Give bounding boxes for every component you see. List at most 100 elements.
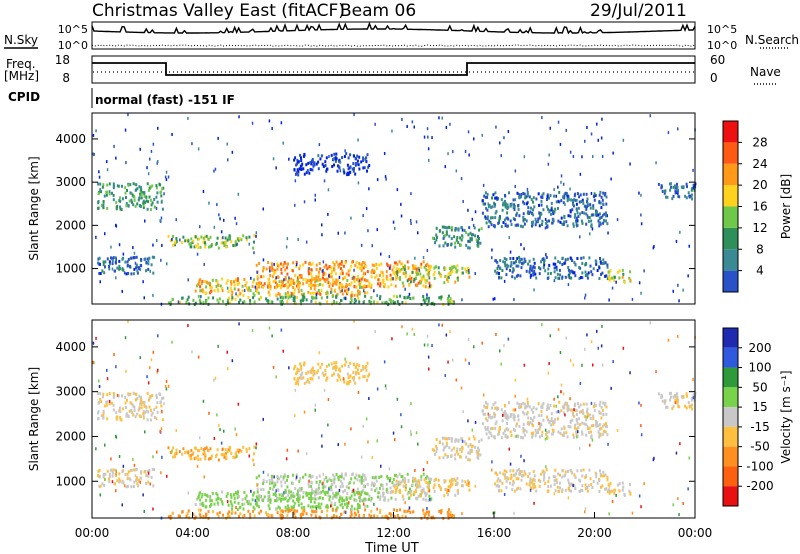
scatter-cell [374, 122, 376, 126]
echo-cell [379, 282, 382, 286]
echo-cell [106, 257, 109, 261]
echo-cell [526, 403, 529, 407]
scatter-cell [200, 508, 202, 512]
echo-cell [335, 295, 338, 298]
echo-cell [445, 444, 448, 448]
echo-cell [505, 258, 508, 261]
echo-cell [386, 262, 389, 266]
echo-cell [484, 195, 487, 199]
echo-cell [280, 497, 283, 501]
echo-cell [586, 410, 588, 414]
echo-cell [454, 457, 457, 461]
echo-cell [534, 485, 537, 489]
echo-cell [114, 269, 116, 273]
echo-cell [309, 377, 312, 380]
scatter-cell [271, 334, 273, 338]
echo-cell [533, 478, 536, 482]
echo-cell [392, 271, 395, 275]
echo-cell [293, 509, 296, 513]
echo-cell [358, 474, 361, 478]
scatter-cell [464, 358, 467, 362]
scatter-cell [404, 287, 406, 291]
echo-cell [399, 488, 402, 492]
echo-cell [305, 380, 308, 384]
echo-cell [357, 296, 360, 300]
echo-cell [210, 499, 213, 503]
echo-cell [550, 423, 552, 427]
echo-cell [546, 276, 549, 280]
echo-cell [119, 415, 122, 419]
echo-cell [486, 208, 489, 212]
echo-cell [295, 264, 298, 268]
echo-cell [463, 229, 466, 232]
echo-cell [621, 488, 624, 492]
echo-cell [532, 208, 535, 212]
scatter-cell [314, 403, 316, 407]
echo-cell [199, 301, 202, 305]
echo-cell [547, 480, 550, 484]
echo-cell [402, 479, 405, 483]
scatter-cell [376, 294, 378, 297]
echo-cell [532, 410, 534, 414]
echo-cell [129, 264, 131, 268]
scatter-cell [565, 336, 567, 340]
echo-cell [207, 245, 210, 249]
scatter-cell [422, 468, 425, 472]
echo-cell [237, 490, 239, 494]
echo-cell [504, 224, 507, 227]
echo-cell [145, 405, 148, 409]
scatter-cell [115, 224, 118, 228]
echo-cell [381, 271, 384, 275]
scatter-cell [586, 205, 588, 209]
echo-cell [281, 301, 284, 305]
scatter-cell [127, 113, 129, 117]
echo-cell [539, 422, 542, 426]
echo-cell [519, 257, 522, 261]
echo-cell [204, 280, 207, 284]
echo-cell [235, 491, 237, 495]
scatter-cell [160, 216, 163, 220]
echo-cell [480, 438, 483, 442]
scatter-cell [640, 193, 642, 197]
echo-cell [606, 222, 609, 226]
echo-cell [582, 201, 585, 205]
echo-cell [469, 231, 472, 235]
echo-cell [597, 213, 600, 217]
echo-cell [512, 479, 515, 483]
echo-cell [297, 285, 300, 289]
echo-cell [598, 193, 601, 197]
scatter-cell [358, 279, 361, 283]
echo-cell [599, 257, 601, 260]
echo-cell [142, 201, 145, 205]
echo-cell [301, 509, 304, 513]
scatter-cell [99, 280, 101, 284]
scatter-cell [104, 265, 106, 269]
echo-cell [498, 219, 501, 223]
echo-cell [515, 260, 517, 263]
echo-cell [450, 270, 453, 274]
scatter-cell [376, 387, 379, 391]
echo-cell [470, 449, 473, 453]
echo-cell [155, 186, 158, 190]
echo-cell [299, 153, 302, 157]
echo-cell [416, 497, 419, 501]
echo-cell [238, 300, 240, 304]
scatter-cell [520, 193, 523, 196]
echo-cell [478, 228, 481, 232]
echo-cell [444, 226, 447, 230]
echo-cell [373, 269, 375, 273]
scatter-cell [400, 214, 403, 218]
echo-cell [488, 219, 491, 223]
echo-cell [314, 277, 317, 281]
echo-cell [609, 490, 612, 494]
echo-cell [481, 211, 484, 215]
echo-cell [518, 403, 521, 407]
scatter-cell [380, 252, 382, 256]
echo-cell [400, 267, 403, 271]
scatter-cell [152, 455, 154, 459]
echo-cell [623, 280, 626, 284]
scatter-cell [445, 333, 448, 337]
echo-cell [278, 493, 281, 497]
echo-cell [325, 490, 328, 494]
echo-cell [598, 212, 601, 216]
